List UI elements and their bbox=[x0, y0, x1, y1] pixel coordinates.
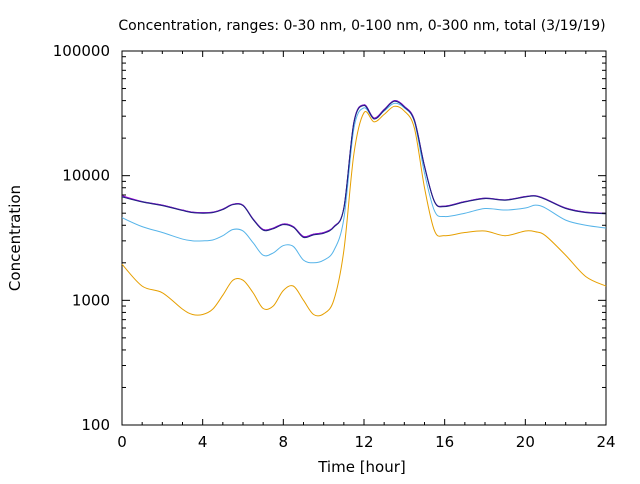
x-tick-label: 16 bbox=[435, 433, 454, 451]
y-axis-label: Concentration bbox=[6, 185, 24, 291]
ticks-layer: 0 4 8 12 16 20 24 100 1000 10000 100000 bbox=[53, 42, 616, 451]
y-tick-label: 10000 bbox=[62, 167, 110, 185]
y-tick-label: 100000 bbox=[53, 42, 110, 60]
chart-title: Concentration, ranges: 0-30 nm, 0-100 nm… bbox=[118, 18, 605, 34]
x-tick-label: 8 bbox=[279, 433, 289, 451]
x-tick-label: 24 bbox=[596, 433, 615, 451]
series-line-2 bbox=[121, 102, 607, 264]
x-tick-label: 0 bbox=[117, 433, 127, 451]
series-line-3 bbox=[121, 100, 607, 238]
series-line-4 bbox=[121, 100, 607, 238]
x-tick-label: 12 bbox=[354, 433, 373, 451]
x-tick-label: 4 bbox=[198, 433, 208, 451]
plot-frame bbox=[121, 50, 607, 426]
series-line-1 bbox=[121, 105, 607, 317]
y-tick-label: 1000 bbox=[72, 291, 110, 309]
series-layer bbox=[121, 100, 607, 317]
x-tick-label: 20 bbox=[516, 433, 535, 451]
y-tick-label: 100 bbox=[81, 416, 110, 434]
series-line-5 bbox=[121, 100, 607, 239]
x-axis-label: Time [hour] bbox=[317, 458, 406, 476]
